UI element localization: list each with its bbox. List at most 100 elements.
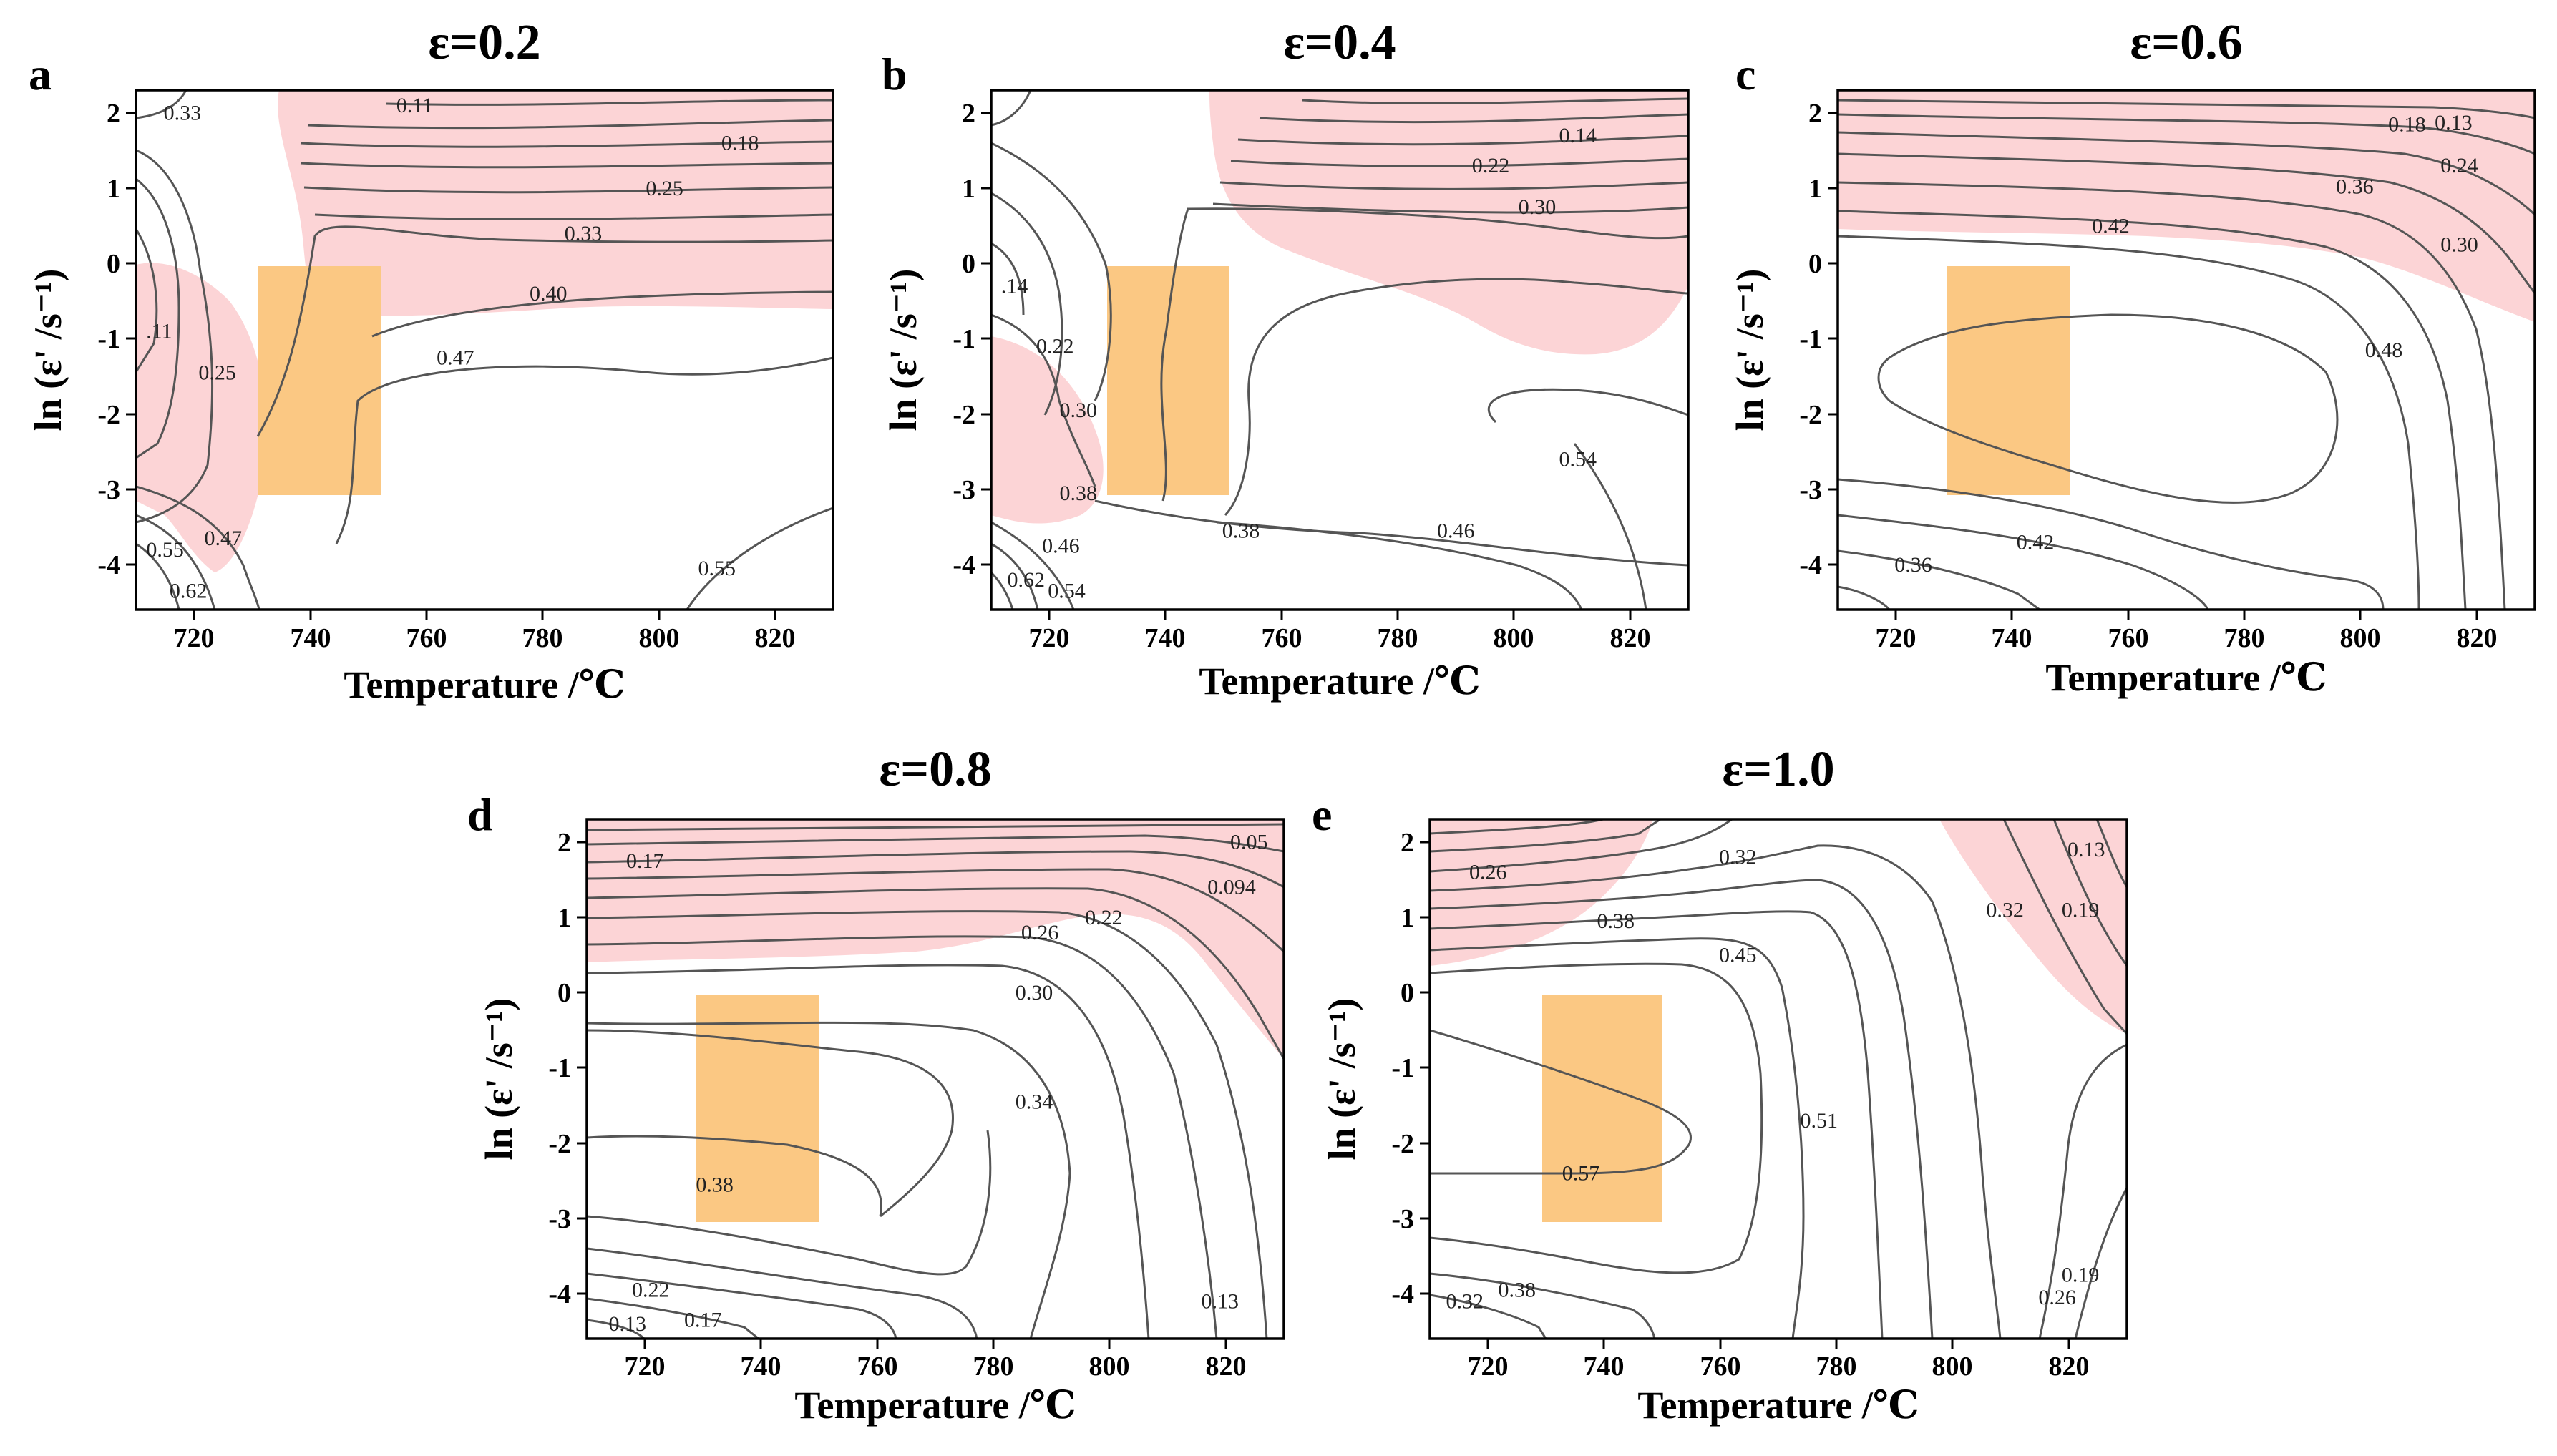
panel-c: c ε=0.6 0.18 0.13	[1728, 15, 2536, 699]
panel-letter: a	[29, 49, 52, 99]
y-tick-label: -4	[953, 550, 975, 580]
x-tick-label: 800	[1494, 623, 1534, 653]
contour-label: 0.26	[2038, 1286, 2076, 1309]
y-tick-label: 2	[1808, 99, 1822, 129]
contour-label: 0.13	[2067, 838, 2105, 861]
contour-label: 0.25	[198, 361, 236, 385]
x-tick-label: 780	[973, 1352, 1014, 1382]
contour-line	[1430, 819, 1733, 873]
contour-line	[300, 140, 833, 148]
contour-line	[136, 149, 214, 524]
y-tick-label: -1	[1391, 1053, 1414, 1083]
instability-region	[136, 263, 267, 572]
x-axis: 720 740 760 780 800 820 Temperature /℃	[1876, 610, 2498, 699]
instability-region	[1838, 90, 2535, 322]
y-axis-label: ln (ε' /s⁻¹)	[882, 269, 925, 431]
contour-label: 0.22	[1085, 906, 1123, 929]
panel-title: ε=0.8	[879, 742, 991, 797]
contour-line	[136, 90, 187, 119]
contour-line	[1838, 99, 2535, 119]
contour-line	[587, 823, 1284, 831]
x-tick-label: 780	[1378, 623, 1418, 653]
contour-line	[136, 514, 216, 610]
x-tick-label: 780	[522, 623, 563, 653]
x-tick-label: 780	[2224, 623, 2265, 653]
contour-line	[1259, 113, 1688, 124]
x-tick-label: 740	[1584, 1352, 1625, 1382]
x-tick-label: 800	[1932, 1352, 1973, 1382]
contour-line	[1237, 135, 1688, 146]
contour-line	[587, 868, 1284, 953]
contour-line	[256, 225, 833, 437]
contour-label: 0.38	[1222, 519, 1260, 543]
contour-line	[1487, 388, 1688, 424]
contour-line	[2074, 1187, 2127, 1339]
x-tick-label: 760	[857, 1352, 898, 1382]
contour-line	[136, 485, 260, 610]
contour-label: 0.17	[626, 849, 664, 873]
contour-line	[1430, 910, 1884, 1339]
y-axis: 2 1 0 -1 -2 -3 -4 ln (ε' /s⁻¹)	[26, 99, 136, 580]
y-tick-label: -3	[1391, 1204, 1414, 1234]
contour-label: 0.13	[609, 1312, 647, 1336]
contour-line	[136, 542, 180, 610]
y-tick-label: -4	[1391, 1279, 1414, 1309]
contour-line	[1838, 549, 2040, 610]
contour-line	[1219, 181, 1688, 190]
contour-line	[2095, 819, 2127, 888]
contour-line	[1230, 157, 1688, 167]
contour-line	[587, 850, 1284, 889]
y-tick-label: 1	[557, 903, 571, 933]
contour-line	[303, 186, 833, 194]
contour-line	[991, 313, 1096, 487]
y-tick-label: -2	[548, 1129, 571, 1159]
contour-label: .14	[1001, 275, 1028, 298]
contour-line	[587, 1319, 646, 1339]
contour-label: 0.42	[2092, 214, 2130, 238]
contour-label: 0.40	[530, 282, 568, 306]
y-tick-label: -1	[1799, 324, 1822, 354]
optimal-window	[1542, 995, 1662, 1222]
x-tick-label: 800	[1089, 1352, 1130, 1382]
x-tick-label: 720	[625, 1352, 666, 1382]
y-tick-label: 2	[557, 828, 571, 858]
panel-title: ε=0.4	[1283, 15, 1396, 70]
contour-label: 0.14	[1559, 124, 1597, 147]
contour-line	[1573, 443, 1647, 610]
plot-area: 0.26 0.32 0.38 0.45 0.32 0.13 0.19 0.51 …	[1430, 819, 2127, 1339]
contour-label: 0.094	[1207, 876, 1256, 899]
y-tick-label: -4	[97, 550, 120, 580]
x-tick-label: 720	[1468, 1352, 1509, 1382]
contour-label: 0.30	[2440, 233, 2478, 257]
contour-lines	[1430, 819, 2127, 1339]
x-axis-label: Temperature /℃	[344, 663, 625, 706]
instability-region	[1209, 90, 1688, 355]
y-axis-label: ln (ε' /s⁻¹)	[26, 269, 69, 431]
contour-label: 0.38	[1597, 909, 1635, 933]
contour-lines	[1838, 99, 2535, 610]
contour-line	[1430, 819, 1604, 835]
contour-lines	[136, 90, 833, 610]
y-axis: 2 1 0 -1 -2 -3 -4 ln (ε' /s⁻¹)	[1728, 99, 1838, 580]
y-tick-label: 2	[962, 99, 975, 129]
contour-labels: 0.26 0.32 0.38 0.45 0.32 0.13 0.19 0.51 …	[1446, 838, 2105, 1313]
y-tick-label: 0	[1401, 978, 1414, 1008]
panel-d: d ε=0.8	[467, 742, 1285, 1427]
x-axis: 720 740 760 780 800 820 Temperature /℃	[174, 610, 796, 706]
y-tick-label: -3	[1799, 475, 1822, 505]
contour-labels: 0.17 0.05 0.094 0.22 0.26 0.30 0.34 0.38…	[609, 831, 1268, 1336]
y-tick-label: -1	[97, 324, 120, 354]
contour-line	[136, 228, 158, 373]
instability-region	[1430, 819, 1653, 966]
contour-line	[1302, 97, 1688, 104]
contour-line	[1430, 1272, 1656, 1339]
y-tick-label: -2	[953, 400, 975, 430]
x-axis: 720 740 760 780 800 820 Temperature /℃	[1029, 610, 1651, 703]
y-tick-label: -3	[953, 475, 975, 505]
panel-e: e ε=1.0	[1312, 742, 2128, 1427]
x-tick-label: 760	[406, 623, 447, 653]
contour-label: 0.17	[684, 1309, 722, 1332]
contour-label: 0.18	[721, 132, 759, 155]
instability-region	[1939, 819, 2127, 1034]
y-tick-label: 1	[1401, 903, 1414, 933]
